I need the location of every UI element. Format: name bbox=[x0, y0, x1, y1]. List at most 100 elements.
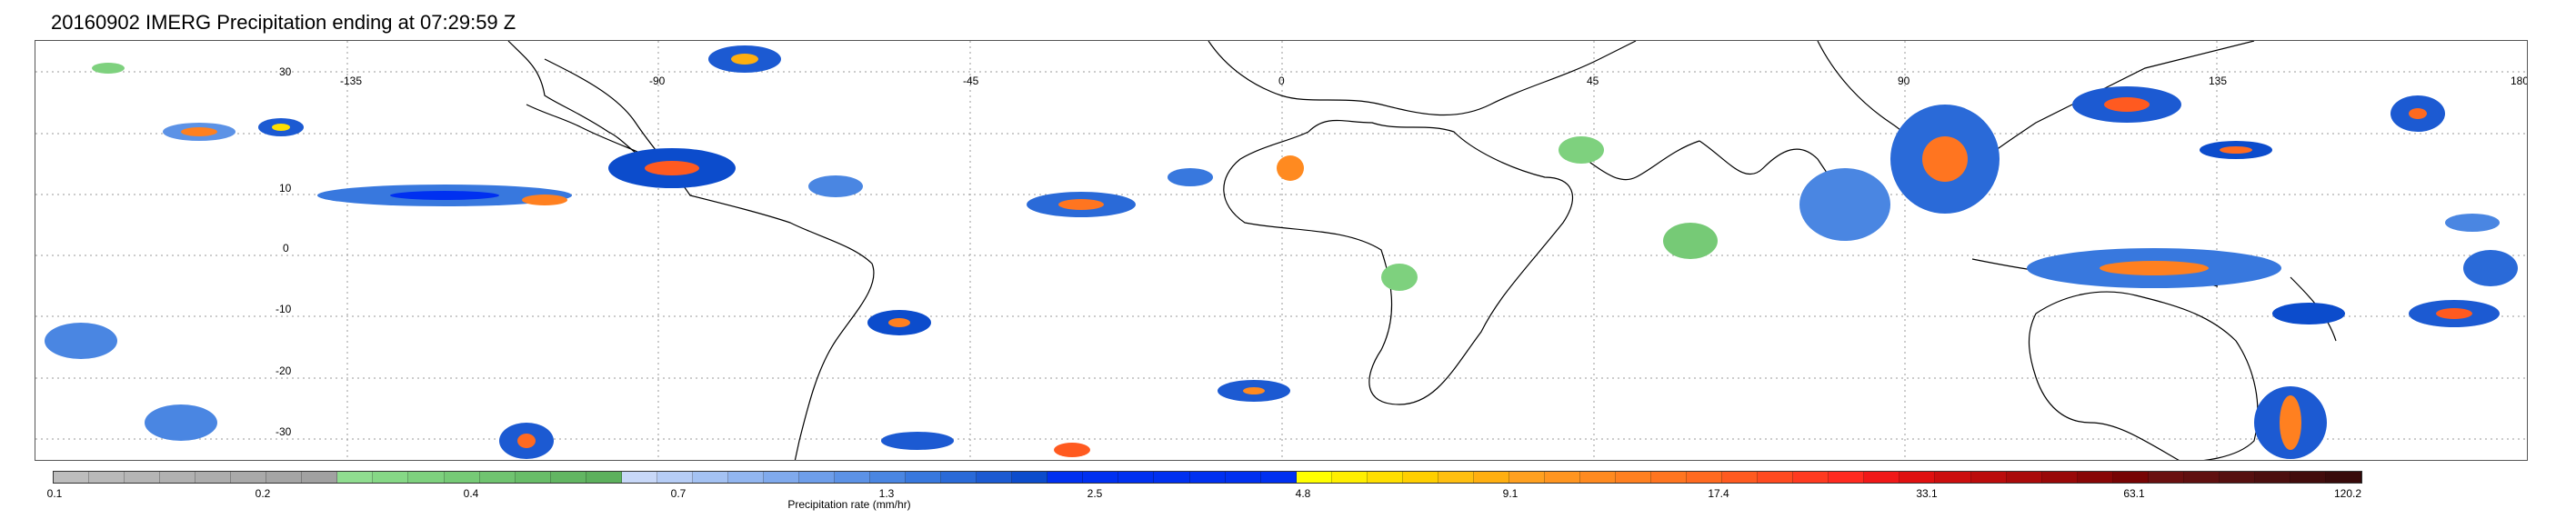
colorbar-swatch bbox=[1864, 472, 1900, 483]
colorbar-label: 17.4 bbox=[1708, 487, 1729, 500]
colorbar-swatch bbox=[1970, 472, 2007, 483]
colorbar-swatch bbox=[2183, 472, 2220, 483]
colorbar-swatch bbox=[1544, 472, 1581, 483]
colorbar-swatch bbox=[1758, 472, 1794, 483]
lon-tick: 0 bbox=[1278, 75, 1285, 87]
colorbar-swatch bbox=[2041, 472, 2078, 483]
coastlines bbox=[507, 41, 2337, 460]
colorbar-swatch bbox=[89, 472, 125, 483]
colorbar-swatch bbox=[444, 472, 480, 483]
colorbar-swatch bbox=[1899, 472, 1936, 483]
colorbar-swatch bbox=[621, 472, 657, 483]
colorbar-swatch bbox=[1935, 472, 1971, 483]
precipitation-field bbox=[45, 45, 2518, 459]
lon-tick: -135 bbox=[340, 75, 362, 87]
colorbar-swatch bbox=[941, 472, 977, 483]
map-title: 20160902 IMERG Precipitation ending at 0… bbox=[51, 11, 516, 34]
lon-tick: 45 bbox=[1587, 75, 1599, 87]
lat-tick: 30 bbox=[279, 65, 292, 78]
colorbar-swatch bbox=[763, 472, 799, 483]
colorbar-swatch bbox=[1047, 472, 1084, 483]
colorbar-swatch bbox=[2219, 472, 2255, 483]
colorbar-swatch bbox=[1118, 472, 1155, 483]
colorbar-label: 2.5 bbox=[1087, 487, 1103, 500]
colorbar-swatch bbox=[2254, 472, 2290, 483]
colorbar-swatch bbox=[125, 472, 161, 483]
colorbar-swatch bbox=[2290, 472, 2326, 483]
lon-tick: 90 bbox=[1898, 75, 1910, 87]
lon-tick: -45 bbox=[963, 75, 979, 87]
lat-tick: 10 bbox=[279, 182, 292, 195]
colorbar-swatch bbox=[1296, 472, 1332, 483]
precipitation-map[interactable]: -135 -90 -45 0 45 90 135 180 30 10 0 -10… bbox=[35, 40, 2528, 461]
colorbar-swatch bbox=[2077, 472, 2113, 483]
colorbar-swatch bbox=[1793, 472, 1829, 483]
colorbar-label: 1.3 bbox=[878, 487, 895, 500]
lon-tick: 135 bbox=[2209, 75, 2227, 87]
colorbar-swatch bbox=[1687, 472, 1723, 483]
colorbar-swatch bbox=[1438, 472, 1474, 483]
colorbar-label: 4.8 bbox=[1295, 487, 1311, 500]
colorbar-swatch bbox=[1616, 472, 1652, 483]
colorbar-swatch bbox=[54, 472, 90, 483]
colorbar-title: Precipitation rate (mm/hr) bbox=[787, 498, 911, 511]
colorbar-swatch bbox=[657, 472, 693, 483]
colorbar-swatch bbox=[1651, 472, 1688, 483]
colorbar-swatch bbox=[1367, 472, 1403, 483]
colorbar-swatch bbox=[1722, 472, 1759, 483]
colorbar-swatch bbox=[2326, 472, 2362, 483]
colorbar-swatch bbox=[870, 472, 907, 483]
colorbar-swatch bbox=[1509, 472, 1545, 483]
colorbar-swatch bbox=[798, 472, 836, 483]
lat-tick: -30 bbox=[276, 425, 292, 438]
lat-tick: 0 bbox=[283, 242, 289, 255]
colorbar-swatch bbox=[692, 472, 728, 483]
colorbar-swatch bbox=[1402, 472, 1438, 483]
colorbar-swatch bbox=[515, 472, 551, 483]
colorbar-swatch bbox=[1580, 472, 1617, 483]
colorbar-label: 0.7 bbox=[670, 487, 687, 500]
colorbar-swatch bbox=[373, 472, 409, 483]
colorbar-swatch bbox=[1083, 472, 1119, 483]
lat-tick: -10 bbox=[276, 303, 292, 315]
colorbar-label: 9.1 bbox=[1502, 487, 1519, 500]
colorbar-swatch bbox=[231, 472, 267, 483]
latitude-tick-labels: 30 10 0 -10 -20 -30 bbox=[276, 65, 292, 438]
lon-tick: 180 bbox=[2511, 75, 2528, 87]
lon-tick: -90 bbox=[649, 75, 666, 87]
colorbar-swatch bbox=[1189, 472, 1226, 483]
colorbar bbox=[53, 471, 2362, 484]
lat-tick: -20 bbox=[276, 364, 292, 377]
colorbar-label: 0.1 bbox=[46, 487, 63, 500]
colorbar-swatch bbox=[2006, 472, 2042, 483]
longitude-tick-labels: -135 -90 -45 0 45 90 135 180 bbox=[340, 75, 2528, 87]
colorbar-swatch bbox=[906, 472, 942, 483]
colorbar-swatch bbox=[2148, 472, 2184, 483]
colorbar-swatch bbox=[586, 472, 622, 483]
colorbar-swatch bbox=[2112, 472, 2149, 483]
colorbar-label: 0.2 bbox=[255, 487, 271, 500]
colorbar-swatch bbox=[266, 472, 303, 483]
colorbar-swatch bbox=[1829, 472, 1865, 483]
colorbar-swatch bbox=[479, 472, 516, 483]
colorbar-label: 33.1 bbox=[1916, 487, 1938, 500]
colorbar-swatch bbox=[195, 472, 232, 483]
colorbar-swatch bbox=[727, 472, 764, 483]
map-svg: -135 -90 -45 0 45 90 135 180 30 10 0 -10… bbox=[35, 41, 2528, 460]
colorbar-swatch bbox=[550, 472, 586, 483]
colorbar-swatch bbox=[302, 472, 338, 483]
colorbar-swatch bbox=[1473, 472, 1509, 483]
colorbar-swatch bbox=[408, 472, 445, 483]
colorbar-swatch bbox=[337, 472, 374, 483]
colorbar-swatch bbox=[160, 472, 196, 483]
colorbar-swatch bbox=[1260, 472, 1297, 483]
colorbar-swatch bbox=[977, 472, 1013, 483]
colorbar-label: 63.1 bbox=[2123, 487, 2145, 500]
colorbar-label: 120.2 bbox=[2333, 487, 2362, 500]
colorbar-swatch bbox=[835, 472, 871, 483]
colorbar-swatch bbox=[1225, 472, 1261, 483]
colorbar-swatch bbox=[1012, 472, 1048, 483]
colorbar-label: 0.4 bbox=[463, 487, 479, 500]
colorbar-swatch bbox=[1154, 472, 1190, 483]
colorbar-swatch bbox=[1331, 472, 1368, 483]
